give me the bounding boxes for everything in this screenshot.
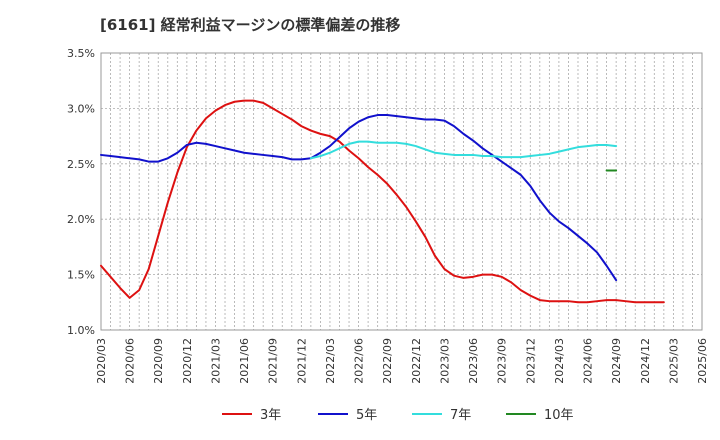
y-tick-label: 1.5% (67, 269, 95, 282)
x-axis-ticks: 2020/03 2020/06 2020/09 2020/12 2021/03 2021/… (95, 338, 709, 384)
x-tick-label: 2024/12 (639, 338, 652, 384)
x-tick-label: 2024/09 (610, 338, 623, 384)
x-tick-label: 2020/06 (124, 338, 137, 384)
y-tick-label: 2.5% (67, 158, 95, 171)
series-line-2 (100, 114, 618, 282)
y-tick-label: 3.5% (67, 47, 95, 60)
x-tick-label: 2022/03 (324, 338, 337, 384)
legend-label-1: 3年 (260, 408, 281, 423)
x-tick-label: 2025/06 (696, 338, 709, 384)
series-line-3 (309, 140, 618, 160)
x-tick-label: 2020/03 (95, 338, 108, 384)
y-axis-ticks: 1.0% 1.5% 2.0% 2.5% 3.0% 3.5% (67, 47, 95, 337)
x-tick-label: 2023/12 (524, 338, 537, 384)
x-tick-label: 2021/09 (267, 338, 280, 384)
x-tick-label: 2021/06 (238, 338, 251, 384)
y-tick-label: 3.0% (67, 102, 95, 115)
x-tick-label: 2023/03 (438, 338, 451, 384)
x-tick-label: 2023/06 (467, 338, 480, 384)
legend-label-2: 5年 (356, 408, 377, 423)
x-tick-label: 2023/09 (496, 338, 509, 384)
x-tick-label: 2024/03 (553, 338, 566, 384)
y-tick-label: 1.0% (67, 324, 95, 337)
x-tick-label: 2024/06 (582, 338, 595, 384)
y-tick-label: 2.0% (67, 213, 95, 226)
x-tick-label: 2022/12 (410, 338, 423, 384)
series-lines (100, 99, 665, 304)
x-tick-label: 2020/12 (181, 338, 194, 384)
series-line-1 (100, 99, 665, 304)
legend: 3年 5年 7年 10年 (222, 408, 574, 423)
grid (100, 52, 703, 331)
x-tick-label: 2020/09 (152, 338, 165, 384)
x-tick-label: 2021/03 (209, 338, 222, 384)
chart-title: [6161] 経常利益マージンの標準偏差の推移 (100, 16, 400, 34)
x-tick-label: 2022/09 (381, 338, 394, 384)
plot-frame (100, 52, 703, 331)
x-tick-label: 2025/03 (667, 338, 680, 384)
legend-label-3: 7年 (450, 408, 471, 423)
x-tick-label: 2021/12 (295, 338, 308, 384)
legend-label-4: 10年 (544, 408, 574, 423)
x-tick-label: 2022/06 (353, 338, 366, 384)
